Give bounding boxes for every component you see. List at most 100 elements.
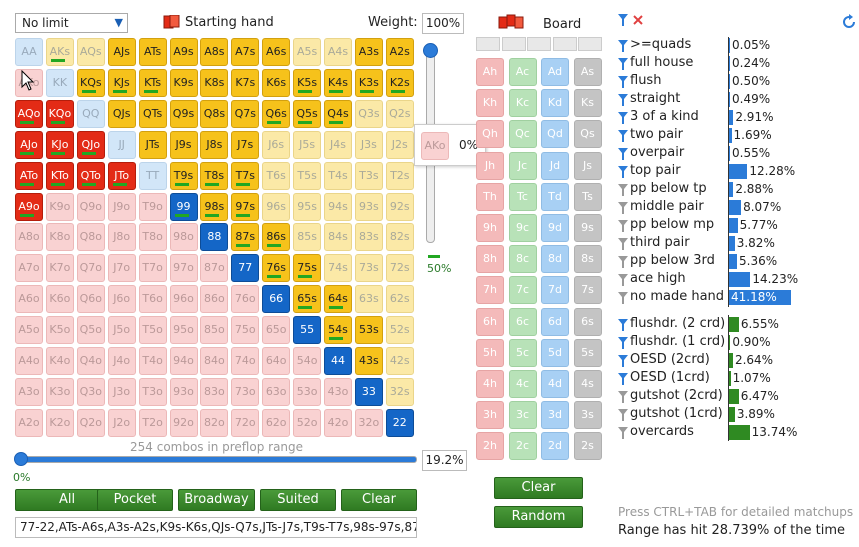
hand-cell-A3o[interactable]: A3o bbox=[15, 377, 43, 406]
filter-icon[interactable] bbox=[618, 238, 628, 250]
hand-cell-T4o[interactable]: T4o bbox=[138, 347, 167, 375]
board-card-Jh[interactable]: Jh bbox=[476, 151, 504, 180]
hand-cell-87s[interactable]: 87s bbox=[231, 223, 260, 252]
pocket-button[interactable]: Pocket bbox=[97, 489, 173, 511]
hand-cell-88[interactable]: 88 bbox=[200, 223, 229, 252]
range-percent-input[interactable]: 19.2% bbox=[422, 450, 467, 471]
board-card-4d[interactable]: 4d bbox=[541, 370, 569, 398]
filter-icon[interactable] bbox=[618, 391, 628, 403]
hand-cell-Q6o[interactable]: Q6o bbox=[76, 285, 105, 314]
board-card-9s[interactable]: 9s bbox=[573, 214, 602, 242]
hand-cell-62o[interactable]: 62o bbox=[262, 408, 291, 437]
hand-cell-53s[interactable]: 53s bbox=[354, 316, 383, 345]
hand-cell-AJo[interactable]: AJo bbox=[15, 130, 43, 159]
board-card-5s[interactable]: 5s bbox=[573, 338, 602, 367]
hand-cell-J4o[interactable]: J4o bbox=[107, 347, 136, 375]
hand-cell-K6s[interactable]: K6s bbox=[262, 68, 291, 97]
hand-cell-77[interactable]: 77 bbox=[231, 254, 260, 283]
board-card-Th[interactable]: Th bbox=[476, 182, 504, 211]
limit-dropdown[interactable]: No limit ▼ bbox=[15, 13, 128, 33]
close-icon[interactable] bbox=[632, 14, 644, 26]
hand-cell-K6o[interactable]: K6o bbox=[45, 285, 74, 314]
board-card-Kd[interactable]: Kd bbox=[541, 89, 569, 118]
hand-cell-97o[interactable]: 97o bbox=[169, 254, 198, 283]
broadway-button[interactable]: Broadway bbox=[178, 489, 255, 511]
hand-cell-AQo[interactable]: AQo bbox=[15, 99, 43, 128]
hand-cell-AQs[interactable]: AQs bbox=[76, 38, 105, 66]
hand-cell-T5o[interactable]: T5o bbox=[138, 316, 167, 345]
hand-cell-Q8s[interactable]: Q8s bbox=[200, 99, 229, 128]
hand-cell-K2s[interactable]: K2s bbox=[385, 68, 414, 97]
hand-cell-54o[interactable]: 54o bbox=[293, 347, 322, 375]
hand-cell-T3s[interactable]: T3s bbox=[354, 161, 383, 190]
hand-cell-75o[interactable]: 75o bbox=[231, 316, 260, 345]
hand-cell-22[interactable]: 22 bbox=[385, 408, 414, 437]
board-card-4h[interactable]: 4h bbox=[476, 370, 504, 398]
hand-cell-Q8o[interactable]: Q8o bbox=[76, 223, 105, 252]
board-card-Qd[interactable]: Qd bbox=[541, 120, 569, 149]
hand-cell-K9s[interactable]: K9s bbox=[169, 68, 198, 97]
board-card-8c[interactable]: 8c bbox=[508, 245, 537, 274]
hand-cell-74s[interactable]: 74s bbox=[324, 254, 352, 283]
hand-cell-Q6s[interactable]: Q6s bbox=[262, 99, 291, 128]
hand-cell-J7s[interactable]: J7s bbox=[231, 130, 260, 159]
hand-cell-Q4o[interactable]: Q4o bbox=[76, 347, 105, 375]
hand-cell-K9o[interactable]: K9o bbox=[45, 192, 74, 221]
hand-cell-J5o[interactable]: J5o bbox=[107, 316, 136, 345]
filter-icon[interactable] bbox=[618, 202, 628, 214]
hand-cell-K4o[interactable]: K4o bbox=[45, 347, 74, 375]
hand-cell-QJo[interactable]: QJo bbox=[76, 130, 105, 159]
board-card-2d[interactable]: 2d bbox=[541, 432, 569, 461]
hand-cell-Q5s[interactable]: Q5s bbox=[293, 99, 322, 128]
hand-cell-63s[interactable]: 63s bbox=[354, 285, 383, 314]
board-card-7c[interactable]: 7c bbox=[508, 276, 537, 305]
board-slot[interactable] bbox=[578, 37, 602, 51]
hand-cell-A7s[interactable]: A7s bbox=[231, 38, 260, 66]
hand-cell-63o[interactable]: 63o bbox=[262, 377, 291, 406]
hand-cell-96o[interactable]: 96o bbox=[169, 285, 198, 314]
hand-cell-QJs[interactable]: QJs bbox=[107, 99, 136, 128]
hand-cell-J2s[interactable]: J2s bbox=[385, 130, 414, 159]
board-card-Tc[interactable]: Tc bbox=[508, 182, 537, 211]
refresh-icon[interactable] bbox=[841, 14, 857, 30]
hand-cell-84s[interactable]: 84s bbox=[324, 223, 352, 252]
hand-cell-94s[interactable]: 94s bbox=[324, 192, 352, 221]
hand-cell-K8s[interactable]: K8s bbox=[200, 68, 229, 97]
hand-cell-A5o[interactable]: A5o bbox=[15, 316, 43, 345]
board-card-6d[interactable]: 6d bbox=[541, 307, 569, 336]
hand-cell-94o[interactable]: 94o bbox=[169, 347, 198, 375]
hand-cell-J2o[interactable]: J2o bbox=[107, 408, 136, 437]
board-card-9h[interactable]: 9h bbox=[476, 214, 504, 242]
hand-cell-T9s[interactable]: T9s bbox=[169, 161, 198, 190]
weight-input[interactable]: 100% bbox=[422, 13, 464, 34]
hand-cell-32s[interactable]: 32s bbox=[385, 377, 414, 406]
hand-cell-J9o[interactable]: J9o bbox=[107, 192, 136, 221]
hand-cell-43s[interactable]: 43s bbox=[354, 347, 383, 375]
filter-icon[interactable] bbox=[618, 427, 628, 439]
board-card-9d[interactable]: 9d bbox=[541, 214, 569, 242]
board-slot[interactable] bbox=[501, 37, 526, 51]
hand-cell-95o[interactable]: 95o bbox=[169, 316, 198, 345]
hand-cell-J9s[interactable]: J9s bbox=[169, 130, 198, 159]
filter-icon[interactable] bbox=[618, 76, 628, 88]
hand-cell-82s[interactable]: 82s bbox=[385, 223, 414, 252]
hand-cell-33[interactable]: 33 bbox=[354, 377, 383, 406]
hand-cell-J8o[interactable]: J8o bbox=[107, 223, 136, 252]
hand-cell-98o[interactable]: 98o bbox=[169, 223, 198, 252]
board-card-Ks[interactable]: Ks bbox=[573, 89, 602, 118]
board-card-Js[interactable]: Js bbox=[573, 151, 602, 180]
hand-cell-Q3s[interactable]: Q3s bbox=[354, 99, 383, 128]
board-card-8h[interactable]: 8h bbox=[476, 245, 504, 274]
board-card-Ah[interactable]: Ah bbox=[476, 58, 504, 86]
board-card-Qh[interactable]: Qh bbox=[476, 120, 504, 149]
hand-cell-93s[interactable]: 93s bbox=[354, 192, 383, 221]
hand-cell-83s[interactable]: 83s bbox=[354, 223, 383, 252]
hand-cell-65s[interactable]: 65s bbox=[293, 285, 322, 314]
board-card-7s[interactable]: 7s bbox=[573, 276, 602, 305]
board-card-4s[interactable]: 4s bbox=[573, 370, 602, 398]
hand-cell-K4s[interactable]: K4s bbox=[324, 68, 352, 97]
hand-cell-QTs[interactable]: QTs bbox=[138, 99, 167, 128]
hand-cell-55[interactable]: 55 bbox=[293, 316, 322, 345]
filter-icon[interactable] bbox=[618, 373, 628, 385]
hand-cell-JTs[interactable]: JTs bbox=[138, 130, 167, 159]
